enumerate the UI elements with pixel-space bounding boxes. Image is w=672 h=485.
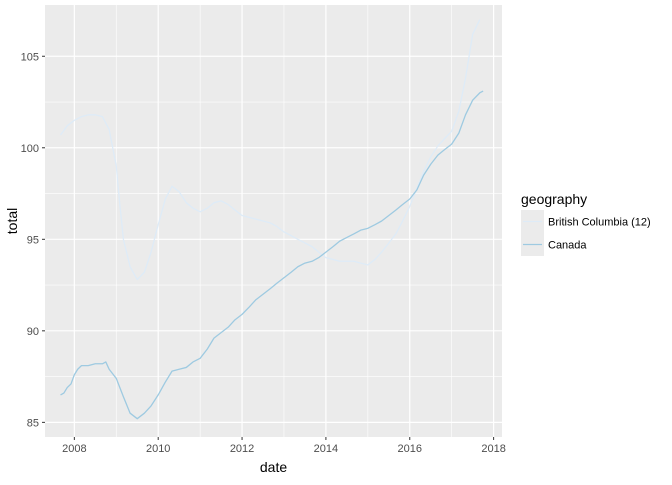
series-lines	[59, 19, 484, 420]
legend: geography British Columbia (12) Canada	[521, 191, 651, 256]
legend-label: British Columbia (12)	[548, 217, 651, 229]
legend-title: geography	[521, 191, 587, 207]
x-tick-label: 2018	[481, 443, 505, 455]
y-tick-label: 100	[21, 143, 39, 155]
x-tick-label: 2016	[398, 443, 422, 455]
y-tick-label: 85	[27, 417, 39, 429]
y-tick-label: 105	[21, 51, 39, 63]
y-tick-label: 90	[27, 326, 39, 338]
legend-label: Canada	[548, 240, 587, 252]
x-tick-label: 2008	[62, 443, 86, 455]
y-tick-label: 95	[27, 234, 39, 246]
plot-panel	[45, 5, 502, 437]
series-line-0	[59, 19, 481, 281]
x-tick-label: 2012	[230, 443, 254, 455]
x-tick-label: 2014	[314, 443, 338, 455]
x-axis-title: date	[260, 459, 287, 475]
panel-background	[45, 5, 502, 437]
x-tick-label: 2010	[146, 443, 170, 455]
y-axis-title: total	[4, 208, 20, 234]
series-line-1	[60, 90, 484, 420]
axes: date total 2008 2010 2012 2014 2016 2018 85 90 9…	[4, 51, 506, 475]
